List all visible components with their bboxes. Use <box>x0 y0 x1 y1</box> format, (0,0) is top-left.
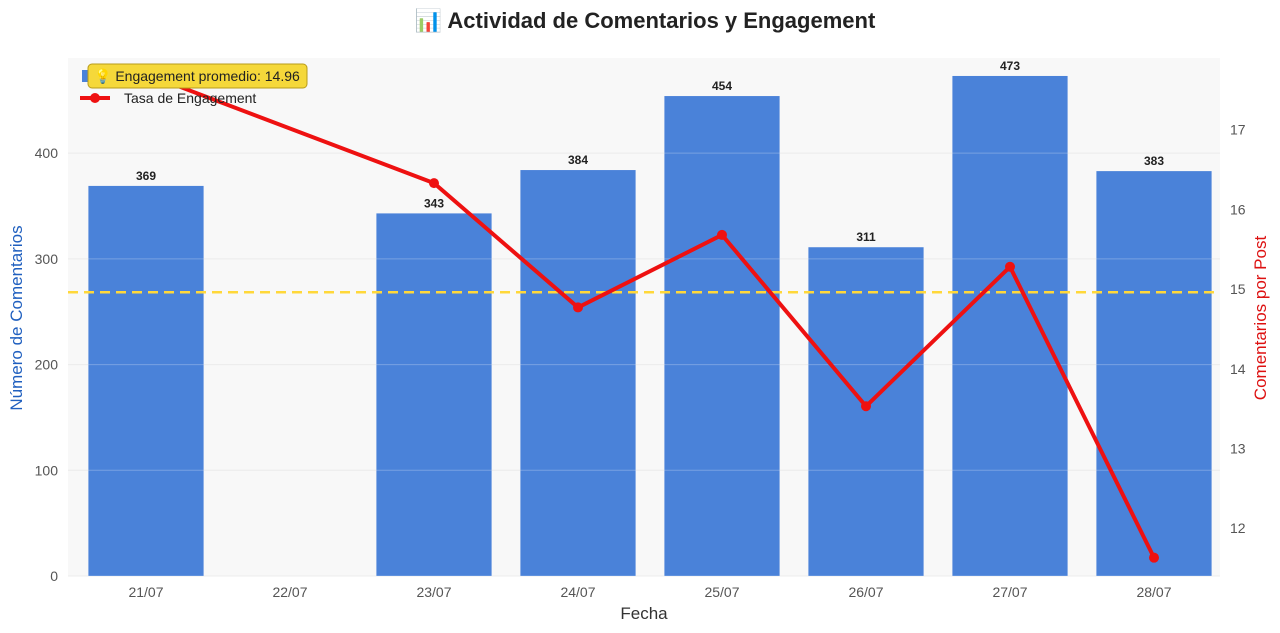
bar <box>1096 171 1212 576</box>
x-tick-label: 26/07 <box>848 584 883 600</box>
bar-value-label: 473 <box>1000 59 1020 73</box>
bar-value-label: 383 <box>1144 154 1164 168</box>
x-tick-label: 25/07 <box>704 584 739 600</box>
right-y-axis: 12 13 14 15 16 17 <box>1230 122 1246 536</box>
annotation-background <box>87 63 308 89</box>
x-tick-label: 27/07 <box>992 584 1027 600</box>
y2-tick-label: 14 <box>1230 361 1246 377</box>
y-tick-label: 200 <box>35 357 59 373</box>
bar-value-label: 311 <box>856 230 876 244</box>
chart-title: 📊 Actividad de Comentarios y Engagement <box>415 8 876 33</box>
x-tick-label: 28/07 <box>1136 584 1171 600</box>
y-tick-label: 400 <box>35 145 59 161</box>
legend-line-marker <box>90 93 100 103</box>
x-tick-label: 21/07 <box>128 584 163 600</box>
bar-series <box>68 75 1220 577</box>
bar <box>376 213 492 576</box>
x-axis: 21/07 22/07 23/07 24/07 25/07 26/07 27/07 28/07 <box>128 584 1171 600</box>
line-point <box>861 401 871 412</box>
annotation-text: 💡 Engagement promedio: 14.96 <box>94 68 300 85</box>
bar-value-label: 369 <box>136 169 156 183</box>
bar <box>664 96 780 577</box>
annotation-box: 💡 Engagement promedio: 14.96 <box>87 63 308 89</box>
bar-value-label: 384 <box>568 153 588 167</box>
x-tick-label: 24/07 <box>560 584 595 600</box>
left-y-axis-label: Número de Comentarios <box>7 225 26 410</box>
bar <box>88 185 204 576</box>
y2-tick-label: 15 <box>1230 281 1246 297</box>
line-point <box>1149 552 1159 563</box>
y2-tick-label: 16 <box>1230 201 1246 217</box>
y2-tick-label: 17 <box>1230 122 1246 138</box>
line-series <box>141 68 1159 563</box>
line-point <box>717 229 727 240</box>
left-y-axis: 0 100 200 300 400 <box>35 145 59 584</box>
x-tick-label: 23/07 <box>416 584 451 600</box>
x-axis-label: Fecha <box>620 604 668 623</box>
legend-label-engagement: Tasa de Engagement <box>124 90 256 106</box>
bar <box>520 170 636 577</box>
bar <box>808 247 924 576</box>
bar <box>952 75 1068 576</box>
x-tick-label: 22/07 <box>272 584 307 600</box>
line-point <box>573 302 583 313</box>
bar-value-label: 343 <box>424 196 444 210</box>
line-point <box>1005 261 1015 272</box>
bar-value-labels: 369 343 384 454 311 473 383 <box>136 59 1164 244</box>
y-tick-label: 300 <box>35 251 59 267</box>
y-tick-label: 100 <box>35 462 59 478</box>
bar-value-label: 454 <box>712 79 732 93</box>
y2-tick-label: 13 <box>1230 440 1246 456</box>
y2-tick-label: 12 <box>1230 520 1246 536</box>
line-point <box>429 178 439 189</box>
right-y-axis-label: Comentarios por Post <box>1251 236 1270 401</box>
y-tick-label: 0 <box>50 568 58 584</box>
